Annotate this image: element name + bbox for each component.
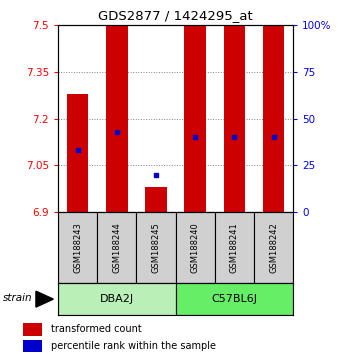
- Bar: [23, 323, 42, 336]
- Bar: [106, 25, 128, 212]
- Text: strain: strain: [3, 292, 32, 303]
- Text: GSM188243: GSM188243: [73, 222, 82, 273]
- Bar: [58, 212, 97, 283]
- Text: GSM188240: GSM188240: [191, 222, 200, 273]
- Bar: [58, 283, 176, 315]
- Bar: [263, 25, 284, 212]
- Bar: [254, 212, 293, 283]
- Text: GSM188245: GSM188245: [151, 222, 161, 273]
- Bar: [176, 283, 293, 315]
- Text: GSM188241: GSM188241: [230, 222, 239, 273]
- Text: transformed count: transformed count: [51, 324, 142, 334]
- Text: percentile rank within the sample: percentile rank within the sample: [51, 341, 216, 351]
- Title: GDS2877 / 1424295_at: GDS2877 / 1424295_at: [98, 9, 253, 22]
- Bar: [176, 212, 215, 283]
- Bar: [67, 93, 88, 212]
- Text: DBA2J: DBA2J: [100, 294, 134, 304]
- Bar: [136, 212, 176, 283]
- Bar: [215, 212, 254, 283]
- Bar: [184, 25, 206, 212]
- Polygon shape: [36, 291, 53, 307]
- Bar: [145, 187, 167, 212]
- Bar: [224, 25, 245, 212]
- Bar: [97, 212, 136, 283]
- Text: GSM188242: GSM188242: [269, 222, 278, 273]
- Text: GSM188244: GSM188244: [112, 222, 121, 273]
- Text: C57BL6J: C57BL6J: [211, 294, 257, 304]
- Bar: [23, 340, 42, 352]
